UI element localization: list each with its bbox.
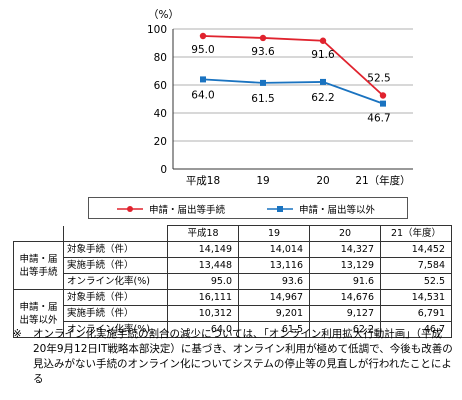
data-label: 64.0: [191, 89, 214, 101]
table-header-cell: 21（年度）: [380, 225, 452, 242]
table-cell: 10,312: [167, 305, 239, 322]
y-tick-label: 40: [154, 108, 167, 120]
data-label: 62.2: [311, 92, 334, 104]
table-cell: 9,127: [309, 305, 381, 322]
table-header-cell: 19: [238, 225, 310, 242]
table-header-cell: 20: [309, 225, 381, 242]
legend-marker-0: [117, 206, 143, 212]
data-label: 61.5: [251, 93, 274, 105]
table-row: オンライン化率(%) 95.0 93.6 91.6 52.5: [14, 273, 452, 290]
table-row-label: 対象手続（件）: [63, 289, 168, 306]
table-row: 実施手続（件） 13,448 13,116 13,129 7,584: [14, 257, 452, 274]
x-tick-label: 19: [256, 175, 269, 187]
table-row-label: 対象手続（件）: [63, 241, 168, 258]
data-point: [319, 37, 327, 44]
table-cell: 46.7: [380, 321, 452, 338]
table-cell: 7,584: [380, 257, 452, 274]
legend-item-0: 申請・届出等手続: [117, 202, 225, 216]
data-point: [320, 78, 326, 85]
data-point: [379, 92, 387, 99]
table-row-label: オンライン化率(%): [63, 321, 168, 338]
table-cell: 14,014: [238, 241, 310, 258]
data-label: 46.7: [367, 113, 390, 125]
x-tick-label: 平成18: [186, 175, 220, 187]
data-point: [200, 76, 206, 83]
data-point: [260, 79, 266, 86]
data-label: 91.6: [311, 49, 335, 61]
data-label: 52.5: [367, 73, 390, 85]
table-group-label: 申請・届出等手続: [13, 241, 64, 290]
table-cell: 14,967: [238, 289, 310, 306]
x-tick-label: 20: [316, 175, 329, 187]
table-row-label: オンライン化率(%): [63, 273, 168, 290]
table-corner: [13, 225, 64, 242]
data-label: 93.6: [251, 46, 275, 58]
data-point: [199, 32, 207, 40]
legend-marker-1: [267, 206, 293, 212]
footnote: ※ オンライン化実施手続の割合の減少については、「オンライン利用拡大行動計画」（…: [13, 327, 453, 387]
table-row: 申請・届出等以外 対象手続（件） 16,111 14,967 14,676 14…: [13, 289, 452, 338]
table-cell: 13,448: [167, 257, 239, 274]
y-unit-label: （%）: [148, 9, 179, 21]
table-cell: 16,111: [167, 289, 239, 306]
table-row: オンライン化率(%) 64.0 61.5 62.2 46.7: [14, 321, 452, 338]
table-cell: 52.5: [380, 273, 452, 290]
table-header-cell: 平成18: [167, 225, 239, 242]
table-cell: 91.6: [309, 273, 381, 290]
table-cell: 62.2: [309, 321, 381, 338]
legend-item-1: 申請・届出等以外: [267, 202, 375, 216]
table-cell: 14,149: [167, 241, 239, 258]
x-tick-label: 21（年度）: [355, 174, 410, 187]
table-row: 実施手続（件） 10,312 9,201 9,127 6,791: [14, 305, 452, 322]
table-cell: 14,452: [380, 241, 452, 258]
legend: 申請・届出等手続 申請・届出等以外: [88, 197, 408, 219]
y-tick-label: 20: [154, 136, 167, 148]
data-table: 平成18 19 20 21（年度） 申請・届出等手続 対象手続（件） 14,14…: [13, 225, 452, 338]
table-corner: [63, 225, 168, 242]
y-tick-label: 100: [147, 24, 167, 36]
line-chart: 0 20 40 60 80 100 （%） 平成18 19 20 21（年度） 95.0 93.6 91.…: [147, 9, 413, 187]
table-cell: 6,791: [380, 305, 452, 322]
table-cell: 14,327: [309, 241, 381, 258]
y-tick-label: 60: [154, 80, 167, 92]
table-cell: 93.6: [238, 273, 310, 290]
series-line-1: [202, 78, 384, 105]
footnote-mark: ※: [13, 328, 22, 340]
table-cell: 95.0: [167, 273, 239, 290]
table-cell: 9,201: [238, 305, 310, 322]
table-row-label: 実施手続（件）: [63, 257, 168, 274]
y-tick-label: 0: [160, 164, 167, 176]
table-row: 申請・届出等手続 対象手続（件） 14,149 14,014 14,327 14…: [13, 241, 452, 290]
table-header-row: 平成18 19 20 21（年度）: [13, 225, 452, 242]
table-cell: 14,531: [380, 289, 452, 306]
table-cell: 13,129: [309, 257, 381, 274]
table-group-label: 申請・届出等以外: [13, 289, 64, 338]
footnote-text: オンライン化実施手続の割合の減少については、「オンライン利用拡大行動計画」（平成…: [33, 328, 453, 385]
table-cell: 61.5: [238, 321, 310, 338]
series-line-0: [202, 35, 384, 97]
legend-label-0: 申請・届出等手続: [149, 205, 226, 216]
y-tick-label: 80: [154, 52, 167, 64]
data-label: 95.0: [191, 44, 214, 56]
table-cell: 14,676: [309, 289, 381, 306]
data-point: [380, 100, 386, 107]
table-row-label: 実施手続（件）: [63, 305, 168, 322]
table-cell: 13,116: [238, 257, 310, 274]
legend-label-1: 申請・届出等以外: [299, 205, 376, 216]
data-point: [259, 34, 267, 42]
